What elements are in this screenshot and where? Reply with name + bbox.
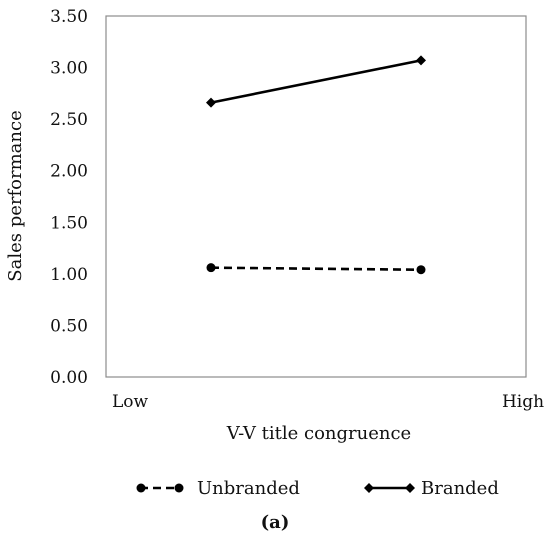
y-tick-label: 0.50 — [50, 316, 88, 336]
data-point-branded — [416, 55, 426, 66]
y-tick-label: 3.00 — [50, 59, 88, 79]
x-tick-high: High — [502, 392, 544, 412]
data-point-branded — [206, 97, 216, 108]
legend: Unbranded Branded — [136, 478, 499, 499]
series-layer — [206, 55, 426, 275]
series-line-branded — [210, 59, 422, 104]
legend-label-branded: Branded — [421, 478, 499, 499]
y-tick-label: 3.50 — [50, 7, 88, 27]
figure-caption: (a) — [261, 512, 290, 533]
legend-marker-unbranded-left — [136, 483, 146, 493]
legend-marker-unbranded-right — [174, 483, 184, 493]
data-point-unbranded — [416, 265, 426, 275]
plot-area — [105, 15, 527, 378]
x-tick-low: Low — [112, 392, 149, 412]
y-tick-label: 2.50 — [50, 110, 88, 130]
series-line-unbranded — [210, 266, 422, 272]
y-tick-label: 1.00 — [50, 265, 88, 285]
legend-label-unbranded: Unbranded — [197, 478, 300, 499]
y-axis-ticks: 0.00 0.50 1.00 1.50 2.00 2.50 3.00 3.50 — [50, 7, 88, 388]
y-tick-label: 0.00 — [50, 368, 88, 388]
x-axis-title: V-V title congruence — [226, 423, 411, 444]
legend-marker-branded-left — [364, 483, 374, 493]
y-axis-title: Sales performance — [5, 110, 26, 281]
data-point-unbranded — [206, 263, 216, 273]
y-tick-label: 1.50 — [50, 213, 88, 233]
y-tick-label: 2.00 — [50, 162, 88, 182]
legend-marker-branded-right — [405, 483, 415, 493]
